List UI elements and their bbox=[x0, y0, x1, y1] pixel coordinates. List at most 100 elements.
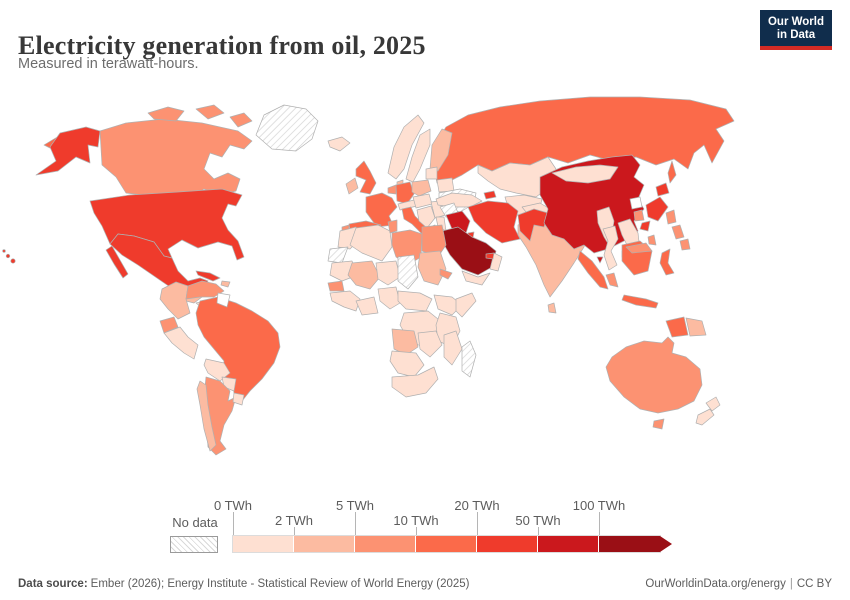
country-nigeria[interactable]: Nigeria — 0-2 TWh bbox=[377, 286, 401, 310]
country-dominican-republic[interactable]: Dominican Republic — 2-5 TWh bbox=[220, 280, 231, 288]
country-germany[interactable]: Germany — 10-20 TWh bbox=[395, 181, 415, 205]
country-sweden[interactable]: Sweden — 0-2 TWh bbox=[405, 128, 431, 183]
footer-license-link[interactable]: CC BY bbox=[796, 578, 832, 590]
country-thailand[interactable]: Thailand — 0-2 TWh bbox=[602, 225, 619, 271]
country-chad[interactable]: Chad — No data bbox=[397, 254, 419, 290]
country-namibia-botswana[interactable]: Namibia and Botswana — 0-2 TWh bbox=[389, 350, 425, 378]
country-turkey[interactable]: Turkey — 0-2 TWh bbox=[435, 192, 483, 208]
country-indonesia-west-papua[interactable]: Indonesia — 10-20 TWh bbox=[665, 316, 689, 338]
country-greenland[interactable]: Greenland — No data bbox=[255, 104, 319, 152]
legend-segment-10-20[interactable] bbox=[416, 536, 477, 552]
country-canada[interactable]: Canada — 5-10 TWh bbox=[99, 118, 253, 198]
country-niger[interactable]: Niger — 0-2 TWh bbox=[375, 260, 401, 286]
footer-owid-link[interactable]: OurWorldinData.org/energy bbox=[645, 578, 786, 590]
legend-segment-5-10[interactable] bbox=[355, 536, 416, 552]
country-iceland[interactable]: Iceland — 0-2 TWh bbox=[327, 136, 351, 152]
country-australia[interactable]: Australia — 5-10 TWh bbox=[605, 336, 703, 414]
country-australia-tasmania[interactable]: Australia — 5-10 TWh bbox=[652, 418, 665, 430]
country-western-sahara[interactable]: Western Sahara — No data bbox=[327, 246, 349, 264]
country-united-states-hawaii-1[interactable]: United States — 20-50 TWh bbox=[2, 249, 6, 253]
legend-no-data-swatch[interactable] bbox=[170, 536, 218, 553]
country-uruguay[interactable]: Uruguay — 0-2 TWh bbox=[232, 392, 245, 406]
legend-segment-20-50[interactable] bbox=[477, 536, 538, 552]
country-somalia[interactable]: Somalia — 0-2 TWh bbox=[455, 292, 477, 318]
country-indonesia-sumatra[interactable]: Indonesia — 10-20 TWh bbox=[577, 250, 609, 290]
country-balkans[interactable]: Western Balkans — 0-2 TWh bbox=[416, 205, 436, 229]
owid-logo[interactable]: Our World in Data bbox=[759, 10, 832, 50]
country-united-states-hawaii-3[interactable]: United States — 20-50 TWh bbox=[10, 258, 16, 264]
country-sudan[interactable]: Sudan — 2-5 TWh bbox=[417, 250, 447, 286]
country-north-korea[interactable]: North Korea — undefined bbox=[629, 196, 643, 210]
legend-segment-100[interactable] bbox=[599, 536, 660, 552]
country-norway[interactable]: Norway — 0-2 TWh bbox=[387, 114, 425, 180]
country-angola[interactable]: Angola — 2-5 TWh bbox=[391, 328, 419, 356]
country-mongolia[interactable]: Mongolia — 0-2 TWh bbox=[551, 164, 619, 184]
country-pakistan[interactable]: Pakistan — 20-50 TWh bbox=[517, 208, 549, 242]
country-peru[interactable]: Peru — 0-2 TWh bbox=[163, 326, 199, 360]
country-united-arab-emirates[interactable]: United Arab Emirates — 20-50 TWh bbox=[485, 252, 495, 260]
country-russia-sakhalin[interactable]: Russia — 10-20 TWh bbox=[667, 160, 677, 184]
country-chile[interactable]: Chile — 2-5 TWh bbox=[196, 380, 217, 452]
country-algeria[interactable]: Algeria — 0-2 TWh bbox=[349, 224, 393, 262]
country-mexico[interactable]: Mexico — 20-50 TWh bbox=[109, 233, 209, 295]
country-philippines-luzon[interactable]: Philippines — 5-10 TWh bbox=[665, 209, 677, 225]
country-canada-arctic-1[interactable]: Canada — 5-10 TWh bbox=[147, 106, 185, 122]
country-czechia-hungary[interactable]: Czechia, Slovakia and Hungary — 0-2 TWh bbox=[412, 193, 433, 209]
country-canada-arctic-3[interactable]: Canada — 5-10 TWh bbox=[229, 112, 253, 128]
country-canada-arctic-2[interactable]: Canada — 5-10 TWh bbox=[195, 104, 225, 120]
country-china-hainan[interactable]: China — 50-100 TWh bbox=[596, 256, 604, 264]
country-iraq[interactable]: Iraq — 50-100 TWh bbox=[445, 210, 471, 234]
country-south-korea[interactable]: South Korea — 5-10 TWh bbox=[633, 209, 645, 222]
country-azerbaijan[interactable]: Azerbaijan — 20-50 TWh bbox=[483, 190, 497, 200]
legend-tick-label-0: 0 TWh bbox=[213, 498, 253, 513]
legend-segment-50-100[interactable] bbox=[538, 536, 599, 552]
country-colombia[interactable]: Colombia — 2-5 TWh bbox=[159, 281, 191, 320]
country-japan-kyushu[interactable]: Japan — 20-50 TWh bbox=[639, 220, 651, 232]
country-yemen[interactable]: Yemen — 0-2 TWh bbox=[461, 270, 491, 286]
legend-segment-0-2[interactable] bbox=[233, 536, 294, 552]
country-belarus[interactable]: Belarus — 0-2 TWh bbox=[436, 177, 455, 193]
country-philippines-visayas[interactable]: Philippines — 5-10 TWh bbox=[671, 224, 685, 240]
country-new-zealand-south[interactable]: New Zealand — 0-2 TWh bbox=[695, 408, 715, 426]
country-japan-honshu[interactable]: Japan — 20-50 TWh bbox=[645, 196, 669, 222]
country-sri-lanka[interactable]: Sri Lanka — 2-5 TWh bbox=[547, 302, 557, 314]
country-ivory-coast-ghana[interactable]: Ivory Coast and Ghana — 0-2 TWh bbox=[355, 296, 379, 316]
country-eritrea[interactable]: Eritrea — 5-10 TWh bbox=[439, 268, 453, 280]
country-cameroon-car[interactable]: Cameroon and Central African Republic — … bbox=[397, 290, 433, 312]
country-philippines-mindanao[interactable]: Philippines — 5-10 TWh bbox=[679, 238, 691, 251]
country-baltics[interactable]: Baltic states — 0-2 TWh bbox=[425, 166, 438, 180]
country-mexico-baja[interactable]: Mexico — 20-50 TWh bbox=[105, 245, 129, 279]
country-guinea-region[interactable]: Guinea region — 0-2 TWh bbox=[329, 290, 361, 312]
country-taiwan[interactable]: Taiwan — 5-10 TWh bbox=[647, 234, 657, 246]
country-egypt[interactable]: Egypt — 5-10 TWh bbox=[421, 224, 447, 258]
country-mozambique[interactable]: Mozambique — 0-2 TWh bbox=[443, 330, 463, 366]
country-indonesia-java[interactable]: Indonesia — 10-20 TWh bbox=[621, 294, 659, 309]
country-papua-new-guinea[interactable]: Papua New Guinea — 2-5 TWh bbox=[685, 317, 707, 337]
country-malaysia-borneo[interactable]: Malaysia — 5-10 TWh bbox=[625, 242, 653, 254]
country-cuba[interactable]: Cuba — 20-50 TWh bbox=[195, 270, 221, 282]
country-new-zealand-north[interactable]: New Zealand — 0-2 TWh bbox=[705, 396, 721, 412]
country-united-states-alaska[interactable]: United States — 20-50 TWh bbox=[35, 126, 101, 176]
page-title: Electricity generation from oil, 2025 bbox=[18, 31, 426, 61]
country-iran[interactable]: Iran — 20-50 TWh bbox=[467, 200, 521, 244]
country-mali[interactable]: Mali — 2-5 TWh bbox=[347, 260, 381, 290]
country-tunisia[interactable]: Tunisia — 5-10 TWh bbox=[387, 219, 398, 234]
country-ireland[interactable]: Ireland — 2-5 TWh bbox=[345, 177, 359, 195]
country-brazil[interactable]: Brazil — 10-20 TWh bbox=[195, 296, 281, 402]
country-south-africa[interactable]: South Africa — 0-2 TWh bbox=[391, 366, 439, 398]
country-madagascar[interactable]: Madagascar — No data bbox=[461, 340, 477, 378]
country-japan-hokkaido[interactable]: Japan — 20-50 TWh bbox=[655, 182, 670, 197]
country-poland[interactable]: Poland — 2-5 TWh bbox=[411, 179, 432, 197]
country-guyana-suriname[interactable]: Guyana and Suriname — undefined bbox=[216, 292, 231, 308]
country-netherlands-belgium[interactable]: Netherlands and Belgium — 5-10 TWh bbox=[387, 184, 397, 195]
legend-segment-2-5[interactable] bbox=[294, 536, 355, 552]
country-malaysia-peninsula[interactable]: Malaysia — 5-10 TWh bbox=[605, 272, 619, 288]
country-ecuador[interactable]: Ecuador — 5-10 TWh bbox=[159, 316, 179, 334]
country-france[interactable]: France — 10-20 TWh bbox=[365, 192, 398, 228]
country-finland[interactable]: Finland — 2-5 TWh bbox=[429, 128, 453, 172]
country-indonesia-sulawesi[interactable]: Indonesia — 10-20 TWh bbox=[659, 248, 675, 276]
country-united-kingdom[interactable]: United Kingdom — 10-20 TWh bbox=[355, 160, 377, 195]
country-united-states-hawaii-2[interactable]: United States — 20-50 TWh bbox=[5, 253, 11, 259]
country-senegal[interactable]: Senegal — 5-10 TWh bbox=[327, 280, 345, 292]
country-zambia-zimbabwe[interactable]: Zambia and Zimbabwe — 0-2 TWh bbox=[417, 330, 443, 358]
